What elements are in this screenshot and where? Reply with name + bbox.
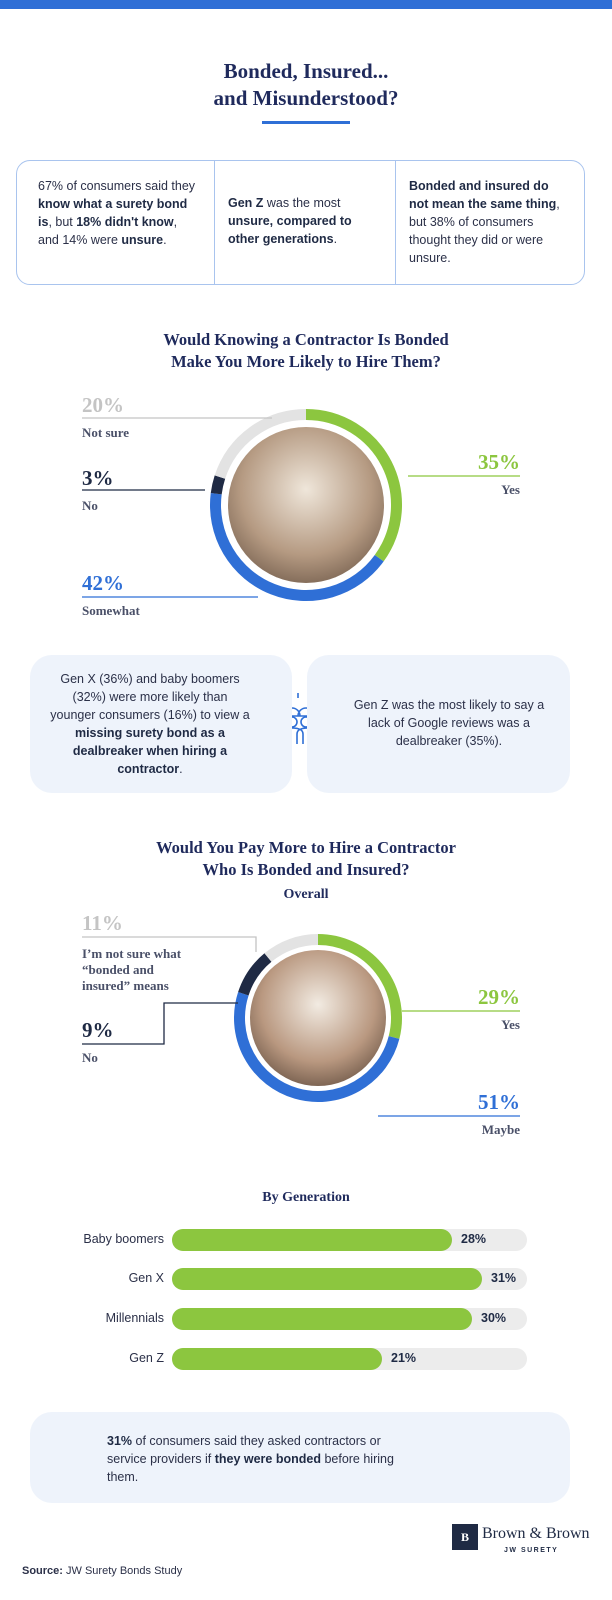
divider (395, 160, 396, 284)
donut-segment (305, 409, 402, 562)
leader-line (82, 1002, 238, 1045)
value-label: 51% (478, 1090, 520, 1114)
bar-value-label: 21% (391, 1351, 417, 1365)
category-label: Yes (501, 1017, 520, 1032)
text-run: Gen Z was the most likely to say a lack … (353, 698, 545, 748)
bar (172, 1229, 452, 1251)
logo-name: Brown & Brown (482, 1525, 590, 1542)
bar-category: Gen Z (129, 1351, 164, 1365)
donut-segment (234, 992, 400, 1102)
title: and Misunderstood? (213, 86, 399, 110)
divider (214, 160, 215, 284)
text-run: . (179, 762, 183, 776)
bar-value-label: 30% (481, 1311, 507, 1325)
text-run: missing surety bond as a dealbreaker whe… (72, 726, 228, 776)
bar-category: Gen X (128, 1271, 164, 1285)
text-run: , and 14% were (38, 215, 178, 247)
leader-line (82, 936, 257, 952)
donut-segment (317, 934, 402, 1039)
donut-segment (210, 492, 384, 601)
chart-title: Who Is Bonded and Insured? (202, 860, 410, 879)
category-label: No (82, 498, 98, 513)
text-run: Gen Z (228, 196, 264, 210)
title: Bonded, Insured... (223, 59, 389, 83)
category-label: Yes (501, 482, 520, 497)
stat-text: 67% of consumers said they know what a s… (38, 177, 198, 249)
category-label: No (82, 1050, 98, 1065)
callout-text: Gen X (36%) and baby boomers (32%) were … (50, 670, 250, 778)
value-label: 29% (478, 985, 520, 1009)
logo-sub: JW SURETY (504, 1547, 559, 1554)
text-run: Bonded and insured do not mean the same … (409, 179, 557, 211)
bar-category: Baby boomers (83, 1232, 164, 1246)
photo (228, 427, 384, 583)
text-run: before hiring them. (107, 1452, 394, 1484)
category-label: Maybe (481, 1122, 520, 1137)
text-run: 18% didn't know (76, 215, 174, 229)
source: Source: JW Surety Bonds Study (22, 1565, 182, 1577)
text-run: 67% of consumers said they (38, 179, 196, 193)
stats-box (16, 160, 585, 285)
bar (172, 1268, 482, 1290)
text-run: unsure (121, 233, 164, 247)
value-label: 35% (478, 450, 520, 474)
text-run: . (163, 233, 167, 247)
category-label: Not sure (82, 425, 130, 440)
callout-text: Gen Z was the most likely to say a lack … (350, 696, 548, 750)
category-label: I’m not sure what “bonded and insured” m… (82, 946, 182, 993)
top-bar (0, 0, 612, 9)
bar-category: Millennials (105, 1311, 164, 1325)
donut-segment (238, 953, 272, 996)
text-run: , but (48, 215, 77, 229)
text-run: was the most (263, 196, 341, 210)
value-label: 42% (82, 571, 124, 595)
value-label: 20% (82, 393, 124, 417)
chart-title: Would You Pay More to Hire a Contractor (156, 838, 456, 857)
text-run: 31% (107, 1434, 133, 1448)
photo (250, 950, 386, 1086)
bar-value-label: 31% (491, 1271, 517, 1285)
callout-box (30, 655, 292, 793)
stat-text: Bonded and insured do not mean the same … (409, 177, 569, 267)
category-label: Somewhat (82, 603, 140, 618)
donut-segment (214, 409, 307, 479)
note-box (30, 1412, 570, 1503)
text-run: they were bonded (214, 1452, 321, 1466)
title-underline (262, 121, 350, 124)
donut-segment (210, 475, 226, 495)
text-run: know what a surety bond is (38, 197, 188, 229)
logo-mark: B (452, 1524, 478, 1550)
bar (172, 1308, 472, 1330)
note-text: 31% of consumers said they asked contrac… (107, 1432, 407, 1486)
text-run: of consumers said they asked contractors… (107, 1434, 381, 1466)
source-text: JW Surety Bonds Study (66, 1565, 183, 1577)
bar (172, 1348, 382, 1370)
text-run: . (333, 232, 338, 246)
stat-text: Gen Z was the most unsure, compared to o… (228, 194, 378, 248)
chart-title: By Generation (262, 1190, 350, 1205)
text-run: Gen X (36%) and baby boomers (32%) were … (50, 672, 250, 722)
text-run: unsure, compared to other generations (228, 214, 352, 246)
bar-value-label: 28% (461, 1232, 487, 1246)
value-label: 3% (82, 466, 114, 490)
chart-subtitle: Overall (283, 887, 329, 902)
source-label: Source: (22, 1565, 63, 1577)
donut-segment (264, 934, 319, 962)
callout-box (307, 655, 570, 793)
value-label: 9% (82, 1018, 114, 1042)
value-label: 11% (82, 911, 123, 935)
chart-title: Would Knowing a Contractor Is Bonded (163, 330, 449, 349)
text-run: , but 38% of consumers thought they did … (409, 197, 560, 265)
chart-title: Make You More Likely to Hire Them? (171, 352, 441, 371)
